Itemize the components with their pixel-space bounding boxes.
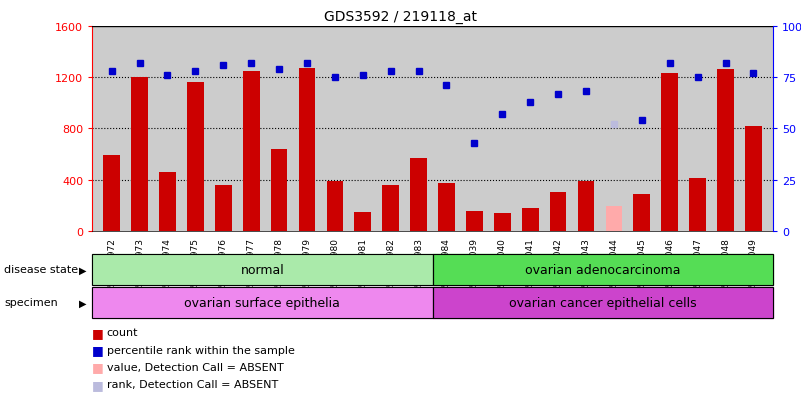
Bar — [271, 150, 288, 231]
Bar — [549, 192, 566, 231]
Bar — [354, 213, 371, 231]
Text: specimen: specimen — [4, 298, 58, 308]
Text: ■: ■ — [92, 378, 104, 391]
Text: disease state: disease state — [4, 265, 78, 275]
Text: value, Detection Call = ABSENT: value, Detection Call = ABSENT — [107, 362, 284, 372]
Text: ■: ■ — [92, 361, 104, 374]
Bar — [433, 254, 773, 285]
Text: GDS3592 / 219118_at: GDS3592 / 219118_at — [324, 10, 477, 24]
Text: count: count — [107, 328, 138, 337]
Bar — [438, 184, 455, 231]
Bar — [131, 78, 148, 231]
Text: ovarian adenocarcinoma: ovarian adenocarcinoma — [525, 263, 681, 276]
Text: rank, Detection Call = ABSENT: rank, Detection Call = ABSENT — [107, 380, 278, 389]
Text: normal: normal — [240, 263, 284, 276]
Bar — [606, 206, 622, 231]
Text: ▶: ▶ — [79, 265, 87, 275]
Bar — [159, 173, 176, 231]
Bar — [689, 178, 706, 231]
Bar — [382, 185, 399, 231]
Text: percentile rank within the sample: percentile rank within the sample — [107, 345, 295, 355]
Bar — [92, 287, 433, 318]
Bar — [578, 181, 594, 231]
Bar — [717, 70, 734, 231]
Bar — [103, 156, 120, 231]
Text: ■: ■ — [92, 326, 104, 339]
Bar — [243, 72, 260, 231]
Bar — [92, 287, 433, 318]
Bar — [187, 83, 203, 231]
Bar — [433, 287, 773, 318]
Bar — [433, 254, 773, 285]
Text: ovarian surface epithelia: ovarian surface epithelia — [184, 296, 340, 309]
Bar — [466, 211, 483, 231]
Text: ▶: ▶ — [79, 298, 87, 308]
Bar — [327, 181, 344, 231]
Text: ■: ■ — [92, 343, 104, 356]
Bar — [662, 74, 678, 231]
Bar — [521, 209, 538, 231]
Bar — [92, 254, 433, 285]
Bar — [215, 185, 231, 231]
Bar — [299, 69, 316, 231]
Bar — [433, 287, 773, 318]
Bar — [92, 254, 433, 285]
Bar — [745, 126, 762, 231]
Bar — [410, 159, 427, 231]
Bar — [634, 195, 650, 231]
Bar — [494, 214, 511, 231]
Text: ovarian cancer epithelial cells: ovarian cancer epithelial cells — [509, 296, 697, 309]
